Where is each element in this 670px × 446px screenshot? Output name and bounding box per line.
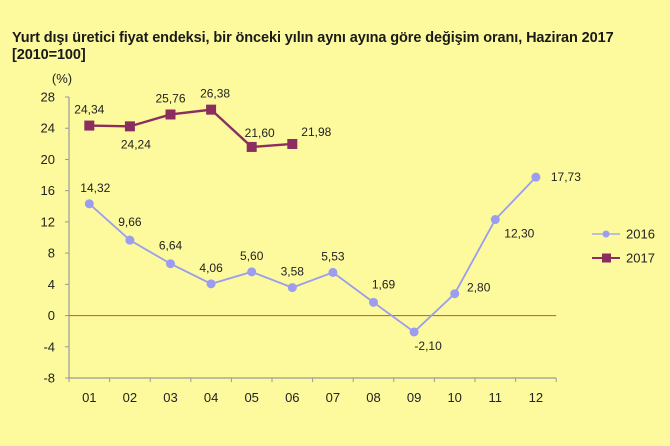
x-tick-label: 03 — [163, 390, 177, 405]
data-label-2017: 25,76 — [155, 91, 185, 105]
data-point-2016 — [369, 297, 378, 307]
y-tick-label: 20 — [41, 152, 55, 167]
y-tick-label: -8 — [43, 371, 55, 386]
x-tick-label: 09 — [407, 390, 421, 405]
y-tick-label: 16 — [41, 183, 55, 198]
data-label-2016: 5,53 — [321, 249, 345, 263]
x-tick-label: 07 — [326, 390, 340, 405]
x-tick-label: 05 — [244, 390, 258, 405]
data-point-2017 — [124, 121, 135, 132]
series-line-2016 — [88, 176, 537, 334]
data-label-2017: 26,38 — [200, 87, 230, 101]
chart-title: Yurt dışı üretici fiyat endeksi, bir önc… — [12, 30, 614, 64]
data-point-2016 — [166, 259, 175, 269]
data-point-2016 — [247, 267, 257, 277]
x-tick-label: 12 — [529, 390, 543, 405]
x-tick-label: 04 — [204, 390, 218, 405]
data-label-2016: 12,30 — [504, 227, 534, 241]
legend-marker-2016 — [602, 230, 610, 238]
x-tick-label: 10 — [447, 390, 461, 405]
data-label-2016: 14,32 — [80, 181, 110, 195]
data-label-2016: 1,69 — [372, 277, 396, 291]
data-label-2016: 9,66 — [118, 215, 142, 229]
data-point-2016 — [206, 279, 216, 289]
legend-marker-2017 — [602, 253, 611, 263]
data-point-2017 — [84, 120, 95, 131]
data-point-2016 — [531, 172, 541, 182]
data-point-2017 — [165, 109, 176, 120]
y-tick-label: 8 — [48, 246, 55, 261]
y-axis-label: (%) — [52, 71, 72, 86]
data-label-2017: 24,24 — [121, 137, 151, 151]
data-label-2017: 21,98 — [301, 125, 331, 139]
data-point-2016 — [328, 267, 338, 277]
x-tick-label: 11 — [489, 390, 503, 405]
data-label-2016: 5,60 — [240, 249, 264, 263]
legend-label-2016: 2016 — [626, 227, 655, 242]
x-tick-label: 08 — [366, 390, 380, 405]
y-tick-label: 4 — [48, 277, 55, 292]
data-label-2016: 17,73 — [551, 170, 581, 184]
data-point-2017 — [206, 104, 217, 115]
chart-title-line1: Yurt dışı üretici fiyat endeksi, bir önc… — [12, 30, 614, 46]
data-label-2016: 6,64 — [159, 239, 183, 253]
data-point-2016 — [450, 289, 460, 299]
data-label-2016: 2,80 — [467, 281, 491, 295]
y-tick-label: 12 — [41, 214, 55, 229]
data-point-2016 — [287, 283, 297, 293]
data-label-2016: -2,10 — [414, 339, 442, 353]
data-label-2016: 4,06 — [199, 261, 223, 275]
y-tick-label: 0 — [48, 308, 55, 323]
data-point-2016 — [409, 327, 419, 337]
data-point-2016 — [84, 199, 94, 209]
y-tick-label: -4 — [43, 339, 55, 354]
series-line-2017 — [89, 108, 293, 149]
y-tick-label: 24 — [41, 121, 55, 136]
data-label-2017: 24,34 — [74, 103, 104, 117]
data-label-2016: 3,58 — [281, 265, 305, 279]
y-tick-label: 28 — [41, 90, 55, 105]
x-tick-label: 06 — [285, 390, 299, 405]
chart-title-line2: [2010=100] — [12, 47, 86, 63]
data-point-2016 — [490, 215, 500, 225]
legend-label-2017: 2017 — [626, 251, 655, 266]
x-tick-label: 02 — [123, 390, 137, 405]
data-label-2017: 21,60 — [245, 126, 275, 140]
data-point-2017 — [246, 141, 257, 152]
data-point-2017 — [287, 138, 298, 149]
data-point-2016 — [125, 235, 135, 245]
x-tick-label: 01 — [82, 390, 96, 405]
